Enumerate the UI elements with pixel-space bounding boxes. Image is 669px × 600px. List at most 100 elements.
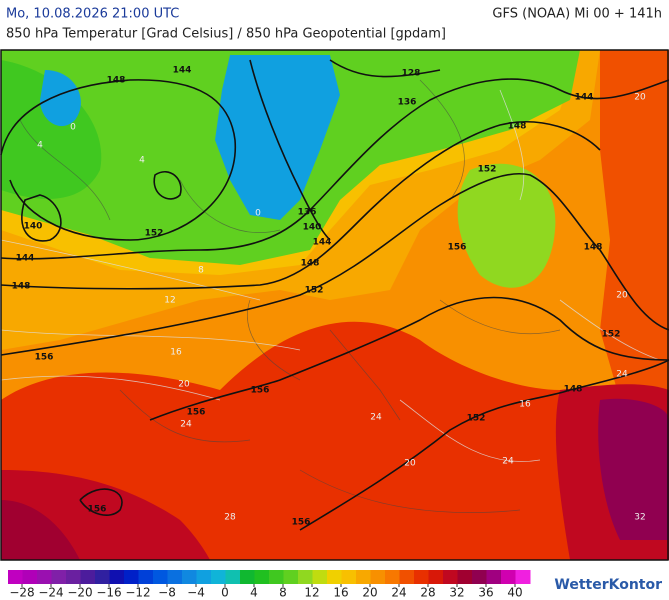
colorbar-swatch — [269, 570, 284, 584]
contour-label: 144 — [313, 238, 332, 248]
colorbar: −28 −24 −20 −16 −12 −8 −4 0 4 8 12 16 20 24 28 32 36 40 — [8, 570, 531, 600]
colorbar-label: −8 — [158, 586, 176, 600]
colorbar-label: −24 — [38, 586, 63, 600]
contour-label: 148 — [508, 122, 527, 132]
colorbar-swatch — [370, 570, 386, 584]
temperature-label: 20 — [404, 459, 416, 469]
contour-label: 148 — [12, 282, 31, 292]
temperature-label: 24 — [180, 420, 192, 430]
colorbar-swatch — [124, 570, 139, 584]
map-frame — [0, 49, 669, 561]
contour-label: 144 — [575, 93, 594, 103]
temperature-label: 0 — [70, 123, 76, 133]
isotherm — [0, 89, 661, 462]
colorbar-label: 20 — [362, 586, 377, 600]
temperature-label: 24 — [616, 370, 628, 380]
colorbar-swatch — [298, 570, 313, 584]
colorbar-swatch — [66, 570, 81, 584]
contour-label: 156 — [35, 353, 54, 363]
colorbar-label: 36 — [478, 586, 493, 600]
field-blue-west — [40, 70, 81, 127]
contour-line — [79, 488, 123, 516]
colorbar-swatch — [312, 570, 328, 584]
colorbar-swatch — [240, 570, 255, 584]
temperature-label: 20 — [616, 291, 628, 301]
colorbar-swatch — [443, 570, 458, 584]
temperature-label: 4 — [37, 141, 43, 151]
field-maroon — [1, 500, 80, 560]
map-field — [1, 50, 669, 560]
colorbar-label: 32 — [449, 586, 464, 600]
temperature-label: 20 — [178, 380, 190, 390]
contour-label: 156 — [292, 518, 311, 528]
contour-line — [0, 121, 601, 290]
colorbar-label: −28 — [9, 586, 34, 600]
colorbar-swatch — [254, 570, 270, 584]
colorbar-swatch — [225, 570, 241, 584]
contour-label: 140 — [24, 222, 43, 232]
colorbar-label: 24 — [391, 586, 406, 600]
model-run: GFS (NOAA) Mi 00 + 141h — [492, 7, 662, 22]
contour-label: 152 — [305, 286, 324, 296]
temperature-label: 28 — [224, 513, 236, 523]
date-time: Mo, 10.08.2026 21:00 UTC — [6, 7, 179, 22]
temperature-label: 24 — [370, 413, 382, 423]
colorbar-swatch — [211, 570, 226, 584]
contour-label: 144 — [16, 254, 35, 264]
colorbar-swatch — [22, 570, 38, 584]
logo: WetterKontor — [554, 577, 662, 593]
colorbar-swatch — [472, 570, 487, 584]
contour-labels: 144 128 144 148 136 148 152 140 152 136 … — [12, 66, 621, 528]
contour-label: 152 — [478, 165, 497, 175]
field-purple — [598, 398, 669, 540]
contour-line — [149, 296, 669, 421]
contour-line — [0, 78, 669, 260]
contour-line — [0, 173, 669, 356]
geopotential-contours — [0, 59, 669, 531]
colorbar-label: 16 — [333, 586, 348, 600]
field-green-dark — [1, 60, 102, 199]
field-red-east — [600, 50, 669, 420]
temperature-label: 8 — [198, 266, 204, 276]
temperature-label: 0 — [255, 209, 261, 219]
colorbar-label: −4 — [187, 586, 205, 600]
temperature-label: 32 — [634, 513, 645, 523]
colorbar-swatch — [399, 570, 415, 584]
colorbar-label: 8 — [279, 586, 287, 600]
temperature-label: 16 — [170, 348, 182, 358]
contour-label: 136 — [298, 208, 317, 218]
colorbar-swatch — [80, 570, 96, 584]
subtitle: 850 hPa Temperatur [Grad Celsius] / 850 … — [6, 27, 446, 42]
colorbar-label: 4 — [250, 586, 258, 600]
field-lightgreen — [457, 163, 556, 288]
colorbar-swatch — [167, 570, 183, 584]
contour-line — [299, 359, 669, 531]
contour-label: 156 — [448, 243, 467, 253]
colorbar-swatch — [501, 570, 516, 584]
contour-line — [0, 79, 236, 241]
coast-line — [19, 79, 561, 513]
colorbar-swatch — [51, 570, 67, 584]
colorbar-swatch — [356, 570, 371, 584]
colorbar-swatch — [109, 570, 125, 584]
colorbar-label: −16 — [96, 586, 121, 600]
contour-label: 148 — [564, 385, 583, 395]
colorbar-swatch — [37, 570, 52, 584]
temperature-labels: 0 4 8 12 16 20 24 28 32 24 24 20 16 20 2… — [37, 93, 646, 523]
colorbar-label: −20 — [67, 586, 92, 600]
colorbar-swatch — [341, 570, 357, 584]
contour-label: 136 — [398, 98, 417, 108]
colorbar-swatch — [385, 570, 400, 584]
contour-label: 152 — [467, 414, 486, 424]
temperature-label: 16 — [519, 400, 531, 410]
coastlines — [0, 79, 661, 513]
colorbar-swatch — [8, 570, 23, 584]
contour-label: 152 — [145, 229, 164, 239]
colorbar-label: 40 — [507, 586, 522, 600]
contour-label: 148 — [107, 76, 126, 86]
colorbar-swatch — [486, 570, 502, 584]
colorbar-swatch — [283, 570, 299, 584]
contour-label: 144 — [173, 66, 192, 76]
